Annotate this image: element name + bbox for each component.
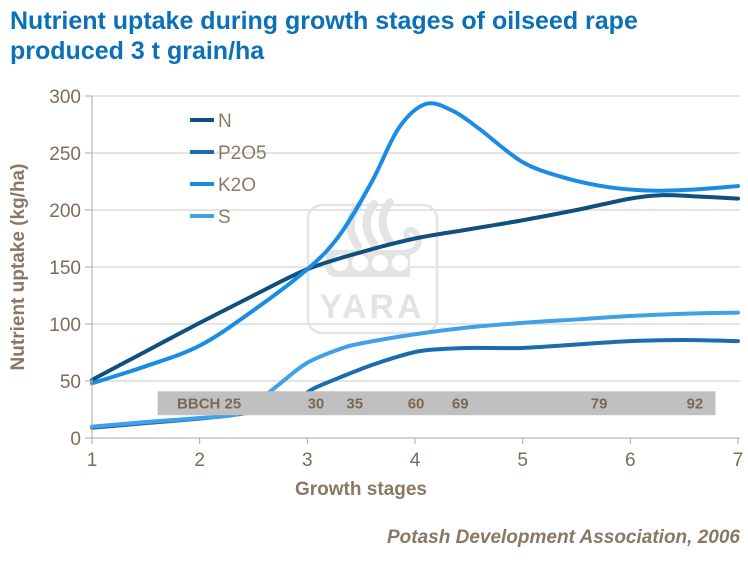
series-line-N bbox=[90, 193, 740, 382]
bbch-stage-label-BBCH-25: BBCH 25 bbox=[177, 395, 241, 412]
watermark-hull-circle bbox=[392, 255, 408, 271]
chart-title-line1: Nutrient uptake during growth stages of … bbox=[10, 7, 638, 35]
source-attribution: Potash Development Association, 2006 bbox=[386, 527, 740, 548]
legend-item-S: S bbox=[190, 207, 231, 228]
x-tick-label-4: 4 bbox=[410, 450, 421, 471]
bbch-stage-label-60: 60 bbox=[408, 395, 425, 412]
x-axis-title: Growth stages bbox=[295, 479, 427, 500]
y-tick-label-50: 50 bbox=[60, 372, 81, 393]
series-line-S bbox=[90, 310, 740, 429]
series-line-K2O bbox=[90, 101, 740, 386]
watermark-prow-curl-icon bbox=[403, 226, 422, 255]
legend-item-P2O5: P2O5 bbox=[190, 143, 267, 164]
watermark-wordmark: YARA bbox=[319, 288, 424, 326]
bbch-stage-label-35: 35 bbox=[346, 395, 363, 412]
x-tick-label-6: 6 bbox=[625, 450, 636, 471]
y-tick-label-300: 300 bbox=[49, 87, 81, 108]
bbch-stage-label-79: 79 bbox=[591, 395, 608, 412]
bbch-stage-label-69: 69 bbox=[452, 395, 469, 412]
chart-legend: N P2O5 K2O S bbox=[190, 111, 267, 228]
bbch-stage-label-92: 92 bbox=[687, 395, 704, 412]
y-tick-label-100: 100 bbox=[49, 315, 81, 336]
legend-item-N: N bbox=[190, 111, 232, 132]
x-tick-label-3: 3 bbox=[302, 450, 313, 471]
y-tick-label-0: 0 bbox=[70, 429, 81, 450]
legend-label-P2O5: P2O5 bbox=[218, 143, 267, 164]
axes-layer: 0 50 100 150 200 250 300 1 2 3 4 5 6 7 bbox=[49, 87, 743, 471]
y-axis-title: Nutrient uptake (kg/ha) bbox=[8, 164, 29, 371]
x-tick-label-1: 1 bbox=[87, 450, 98, 471]
x-tick-label-5: 5 bbox=[517, 450, 528, 471]
legend-label-N: N bbox=[218, 111, 232, 132]
watermark-sail-icon bbox=[378, 198, 394, 246]
watermark-hull-circle bbox=[352, 255, 368, 271]
series-lines-layer bbox=[90, 101, 740, 430]
legend-label-S: S bbox=[218, 207, 231, 228]
legend-item-K2O: K2O bbox=[190, 175, 256, 196]
bbch-band-rect bbox=[157, 391, 716, 416]
x-tick-label-7: 7 bbox=[733, 450, 744, 471]
y-tick-label-250: 250 bbox=[49, 144, 81, 165]
watermark-sail-icon bbox=[362, 200, 378, 248]
x-tick-label-2: 2 bbox=[194, 450, 205, 471]
y-tick-label-150: 150 bbox=[49, 258, 81, 279]
chart-title-line2: produced 3 t grain/ha bbox=[10, 37, 265, 65]
legend-label-K2O: K2O bbox=[218, 175, 256, 196]
chart-title: Nutrient uptake during growth stages of … bbox=[10, 6, 730, 66]
y-tick-label-200: 200 bbox=[49, 201, 81, 222]
watermark-hull-circle bbox=[372, 255, 388, 271]
bbch-band: BBCH 25 30 35 60 69 79 92 bbox=[157, 391, 716, 416]
bbch-stage-label-30: 30 bbox=[308, 395, 325, 412]
